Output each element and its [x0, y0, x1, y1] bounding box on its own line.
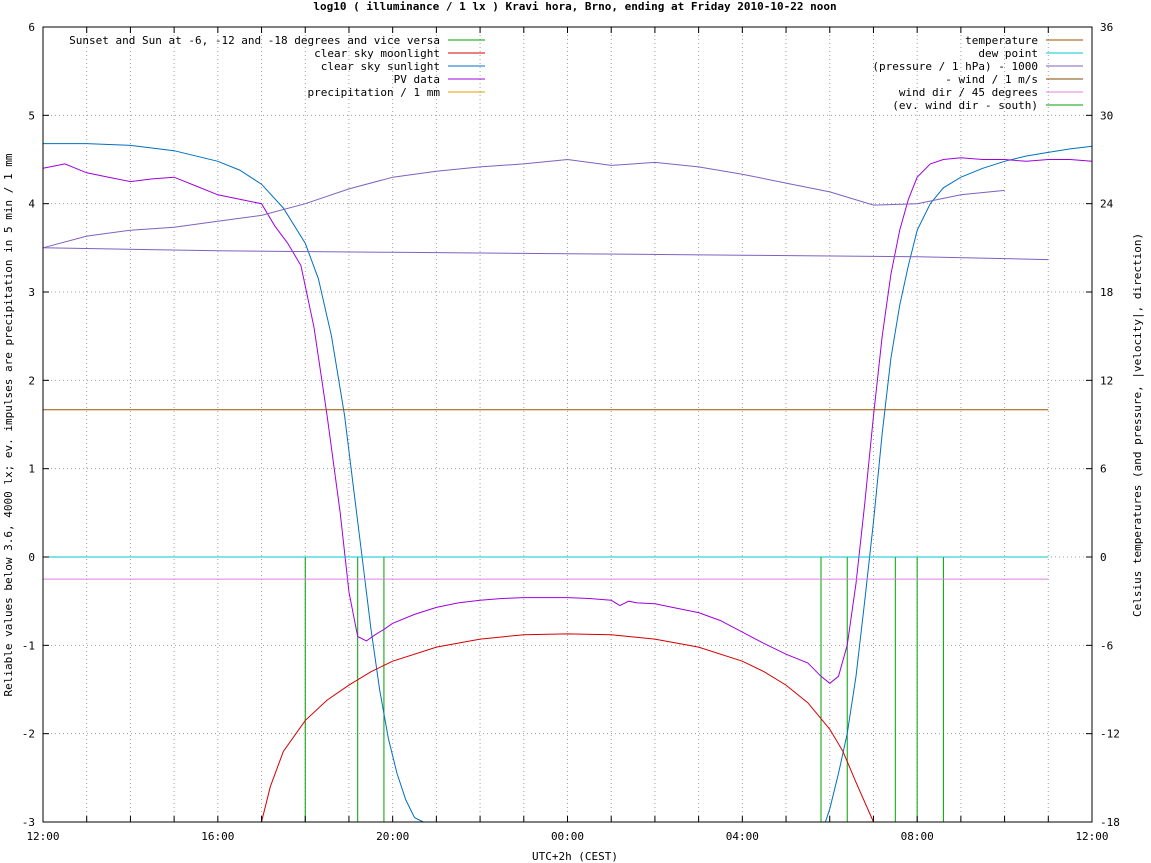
- legend-right-label: dew point: [978, 47, 1038, 60]
- x-tick-label: 16:00: [201, 830, 234, 843]
- y-tick-label: 3: [28, 286, 35, 299]
- event-markers: [304, 557, 944, 822]
- legend-left: Sunset and Sun at -6, -12 and -18 degree…: [69, 34, 485, 99]
- legend-left-label: Sunset and Sun at -6, -12 and -18 degree…: [69, 34, 440, 47]
- y-axis: -3 -2 -1 0 1 2 3 4 5 6: [22, 21, 49, 829]
- legend-left-label: precipitation / 1 mm: [308, 86, 441, 99]
- y2-tick-label: -6: [1100, 639, 1113, 652]
- y2-tick-label: 36: [1100, 21, 1113, 34]
- legend-left-label: PV data: [394, 73, 440, 86]
- y2-tick-label: 0: [1100, 551, 1107, 564]
- y2-tick-label: 12: [1100, 374, 1113, 387]
- y2-tick-label: 6: [1100, 463, 1107, 476]
- y-tick-label: 2: [28, 374, 35, 387]
- y2-axis-label: Celsius temperatures (and pressure, |vel…: [1131, 233, 1144, 617]
- y2-tick-label: 30: [1100, 109, 1113, 122]
- series-line-3: [42, 157, 1093, 684]
- grid: [43, 27, 1092, 822]
- y2-tick-label: -18: [1100, 816, 1120, 829]
- series-line-6: [42, 158, 1005, 249]
- series-lines: [42, 143, 1093, 823]
- plot-frame: [42, 26, 1093, 823]
- y-tick-label: 4: [28, 198, 35, 211]
- y-tick-label: 6: [28, 21, 35, 34]
- y-tick-label: -1: [22, 639, 35, 652]
- y-tick-label: 5: [28, 109, 35, 122]
- x-tick-label: 04:00: [726, 830, 759, 843]
- y-tick-label: -2: [22, 728, 35, 741]
- y2-tick-label: 18: [1100, 286, 1113, 299]
- x-tick-label: 12:00: [1075, 830, 1108, 843]
- x-axis-label: UTC+2h (CEST): [532, 850, 618, 863]
- x-tick-label: 20:00: [376, 830, 409, 843]
- y2-tick-label: 24: [1100, 198, 1114, 211]
- series-line-1: [824, 145, 1093, 823]
- x-tick-label: 08:00: [901, 830, 934, 843]
- chart-title: log10 ( illuminance / 1 lx ) Kravi hora,…: [313, 0, 836, 13]
- x-axis: 12:00 16:00 20:00 00:00 04:00 08:00 12:00: [26, 27, 1109, 843]
- legend-right-label: - wind / 1 m/s: [945, 73, 1038, 86]
- y-tick-label: -3: [22, 816, 35, 829]
- x-tick-label: 00:00: [551, 830, 584, 843]
- y2-axis: -18 -12 -6 0 6 12 18 24 30 36: [1086, 21, 1120, 829]
- legend-left-label: clear sky sunlight: [321, 60, 440, 73]
- series-line-2: [261, 633, 874, 823]
- series-line-7: [42, 247, 1049, 261]
- legend-left-label: clear sky moonlight: [314, 47, 440, 60]
- legend-right-label: (ev. wind dir - south): [892, 99, 1038, 112]
- y-tick-label: 1: [28, 463, 35, 476]
- y-axis-label: Reliable values below 3.6, 4000 lx; ev. …: [2, 153, 15, 696]
- y-tick-label: 0: [28, 551, 35, 564]
- legend-right-label: (pressure / 1 hPa) - 1000: [872, 60, 1038, 73]
- legend-right-label: wind dir / 45 degrees: [899, 86, 1038, 99]
- series-line-0: [43, 143, 437, 823]
- legend-right-label: temperature: [965, 34, 1038, 47]
- x-tick-label: 12:00: [26, 830, 59, 843]
- y2-tick-label: -12: [1100, 728, 1120, 741]
